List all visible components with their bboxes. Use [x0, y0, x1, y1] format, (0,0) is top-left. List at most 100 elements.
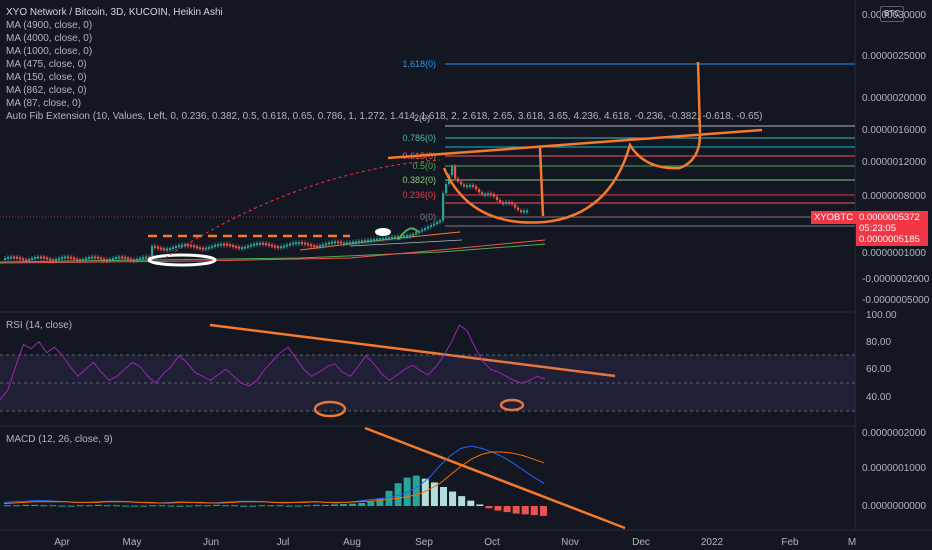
candle-body	[466, 185, 469, 188]
macd-histogram-bar	[149, 505, 157, 507]
candle-body	[91, 256, 94, 259]
candle-body	[454, 166, 457, 179]
legend-ma-1000[interactable]: MA (1000, close, 0)	[6, 46, 93, 57]
macd-histogram-bar	[394, 483, 402, 506]
candle-body	[382, 237, 385, 240]
candle-body	[505, 201, 508, 204]
candle-body	[346, 242, 349, 245]
axis-labels: 0.0000030000 0.0000025000 0.0000020000 0.00…	[54, 10, 930, 548]
legend-ma-4000[interactable]: MA (4000, close, 0)	[6, 33, 93, 44]
macd-histogram-bar	[430, 482, 438, 506]
candle-body	[244, 246, 247, 249]
dotted-arc	[164, 159, 441, 259]
candle-body	[229, 244, 232, 247]
legend-auto-fib[interactable]: Auto Fib Extension (10, Values, Left, 0,…	[6, 111, 763, 122]
macd-pane	[3, 445, 547, 516]
macd-histogram-bar	[249, 505, 257, 507]
macd-histogram-bar	[376, 498, 384, 506]
macd-histogram-bar	[222, 505, 229, 507]
candle-body	[97, 256, 100, 259]
macd-histogram-bar	[67, 505, 75, 507]
candle-body	[496, 196, 499, 200]
candle-body	[133, 259, 136, 262]
rsi-axis-label: 100.00	[866, 310, 897, 321]
candle-body	[367, 239, 370, 242]
candle-body	[235, 245, 238, 248]
candle-body	[493, 194, 496, 197]
candle-body	[259, 242, 262, 245]
macd-histogram-bar	[349, 503, 357, 506]
candle-body	[313, 245, 316, 248]
chart-title[interactable]: XYO Network / Bitcoin, 3D, KUCOIN, Heiki…	[6, 7, 223, 18]
time-axis-label: Jul	[277, 537, 290, 548]
candle-body	[520, 210, 523, 213]
candle-body	[262, 242, 265, 245]
candle-body	[334, 241, 337, 244]
candle-body	[157, 246, 160, 249]
vertical-marker	[538, 147, 545, 217]
candle-body	[418, 231, 421, 233]
candle-body	[445, 184, 448, 193]
macd-legend[interactable]: MACD (12, 26, close, 9)	[6, 433, 113, 446]
candle-body	[514, 204, 517, 208]
legend-ma-862[interactable]: MA (862, close, 0)	[6, 85, 87, 96]
rsi-legend[interactable]: RSI (14, close)	[6, 319, 72, 332]
candle-body	[193, 245, 196, 248]
candle-body	[52, 259, 55, 262]
candle-body	[427, 226, 430, 229]
candle-body	[472, 184, 475, 187]
macd-histogram-bar	[113, 505, 120, 507]
macd-histogram-bar	[185, 505, 193, 507]
rsi-axis-label: 40.00	[866, 392, 891, 403]
candles	[4, 164, 529, 264]
candle-body	[490, 193, 493, 196]
macd-histogram-bar	[285, 505, 293, 507]
candle-body	[481, 192, 484, 195]
macd-histogram-bar	[167, 505, 175, 507]
candle-body	[163, 248, 166, 251]
candle-body	[280, 246, 283, 249]
candle-body	[31, 257, 34, 260]
price-axis-label: 0.0000016000	[862, 125, 926, 136]
candle-body	[232, 245, 235, 248]
candle-body	[208, 246, 211, 249]
macd-histogram-bar	[158, 505, 166, 507]
candle-body	[115, 256, 118, 259]
candle-body	[4, 258, 7, 260]
candle-body	[190, 244, 193, 247]
candle-body	[37, 256, 40, 259]
macd-histogram-bar	[449, 491, 457, 506]
macd-histogram-bar	[176, 505, 184, 507]
rsi-pane	[0, 324, 546, 401]
candle-body	[124, 256, 127, 259]
candle-body	[34, 257, 37, 260]
macd-histogram-bar	[76, 505, 84, 507]
support-line	[349, 239, 463, 247]
candle-body	[43, 256, 46, 259]
bar-countdown: 05:23:05	[859, 223, 896, 234]
macd-axis-label: 0.0000002000	[862, 428, 926, 439]
candle-body	[271, 244, 274, 247]
legend-ma-475[interactable]: MA (475, close, 0)	[6, 59, 87, 70]
macd-histogram-bar	[421, 478, 429, 506]
macd-histogram-bar	[312, 504, 320, 506]
legend-ma-150[interactable]: MA (150, close, 0)	[6, 72, 87, 83]
candle-body	[463, 184, 466, 187]
candle-body	[106, 259, 109, 262]
candle-body	[439, 220, 442, 223]
legend-ma-87[interactable]: MA (87, close, 0)	[6, 98, 82, 109]
legend-ma-4900[interactable]: MA (4900, close, 0)	[6, 20, 93, 31]
candle-body	[217, 244, 220, 247]
candle-body	[277, 246, 280, 249]
macd-histogram-bar	[367, 501, 375, 506]
candle-body	[394, 236, 397, 239]
candle-body	[211, 245, 214, 248]
currency-badge[interactable]: BTC	[880, 6, 904, 22]
candle-body	[364, 240, 367, 243]
macd-histogram-bar	[539, 506, 547, 516]
user-drawings[interactable]	[147, 61, 763, 530]
macd-histogram-bar	[331, 504, 338, 506]
macd-histogram-bar	[276, 505, 284, 507]
